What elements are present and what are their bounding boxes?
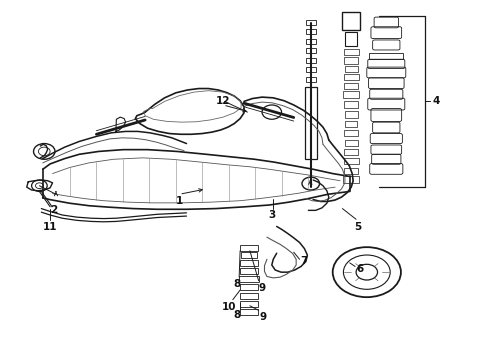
Text: 6: 6 (356, 264, 364, 274)
Text: 2: 2 (50, 205, 58, 215)
Text: 12: 12 (216, 96, 230, 107)
Text: 4: 4 (433, 96, 440, 107)
Text: 5: 5 (354, 222, 362, 232)
Text: 3: 3 (268, 210, 275, 220)
Text: 10: 10 (222, 302, 237, 312)
Text: 9: 9 (259, 283, 266, 293)
Text: 8: 8 (233, 310, 240, 320)
Text: 9: 9 (260, 312, 267, 322)
Text: 8: 8 (233, 279, 240, 289)
Text: 1: 1 (175, 196, 183, 206)
Text: 11: 11 (42, 222, 57, 232)
Text: 7: 7 (300, 256, 308, 266)
